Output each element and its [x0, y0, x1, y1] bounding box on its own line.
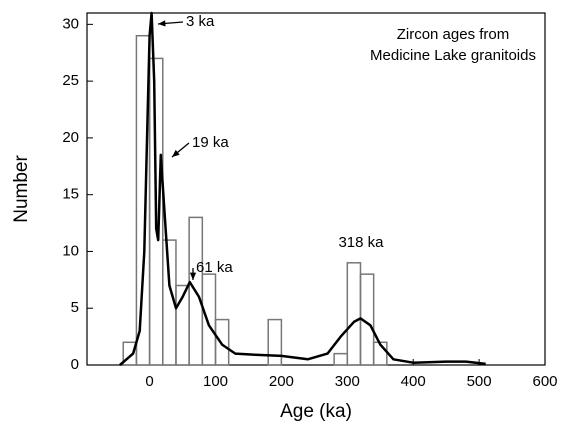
plot-frame [86, 12, 546, 366]
y-tick-label: 0 [71, 356, 79, 373]
y-tick-label: 30 [62, 15, 79, 32]
annotation: 61 ka [196, 259, 233, 276]
arrow-head [158, 20, 166, 27]
x-tick-label: 600 [532, 373, 557, 390]
bar [346, 262, 362, 366]
bar [148, 57, 164, 366]
annotation: 318 ka [338, 234, 384, 251]
x-tick-label: 200 [269, 373, 294, 390]
legend-text: Zircon ages from [397, 26, 510, 43]
legend-text: Medicine Lake granitoids [370, 47, 536, 64]
y-tick-label: 20 [62, 129, 79, 146]
y-tick-label: 10 [62, 242, 79, 259]
annotation: 3 ka [186, 13, 215, 30]
bar [201, 273, 217, 366]
density-curve [119, 11, 486, 366]
x-tick-label: 500 [467, 373, 492, 390]
bar [333, 352, 349, 366]
bar [267, 318, 283, 366]
x-tick-label: 400 [401, 373, 426, 390]
x-tick-label: 100 [203, 373, 228, 390]
y-axis-title: Number [11, 155, 32, 223]
y-tick-label: 25 [62, 72, 79, 89]
x-axis-title: Age (ka) [280, 401, 352, 422]
y-tick-label: 15 [62, 186, 79, 203]
arrow-head [172, 149, 180, 157]
arrow-head [189, 272, 197, 280]
bar [214, 318, 230, 366]
x-tick-label: 300 [335, 373, 360, 390]
x-tick-label: 0 [145, 373, 153, 390]
annotation: 19 ka [192, 134, 229, 151]
y-tick-label: 5 [71, 299, 79, 316]
